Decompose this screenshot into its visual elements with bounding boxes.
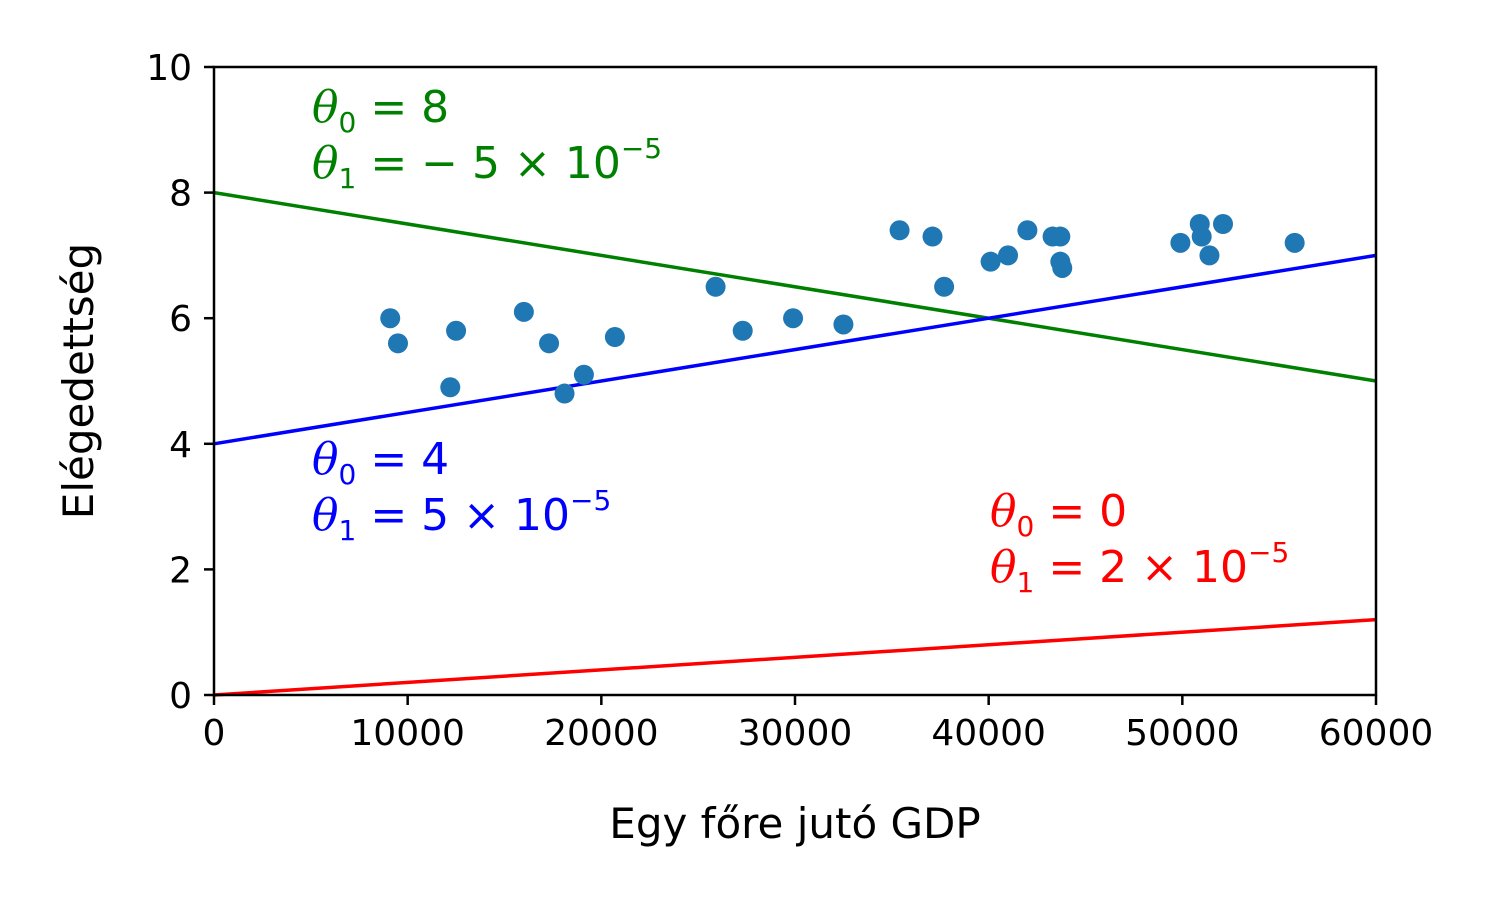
y-tick-label: 6 (169, 299, 192, 340)
data-point (539, 333, 560, 354)
annotation-blue-theta1: θ1 = 5 × 10−5 (312, 484, 611, 547)
annotation-green-theta1: θ1 = − 5 × 10−5 (312, 132, 662, 195)
data-point (387, 333, 408, 354)
data-point (604, 327, 625, 348)
data-point (922, 226, 943, 247)
data-point (513, 301, 534, 322)
x-tick-label: 60000 (1319, 713, 1434, 754)
y-axis-title: Elégedettség (54, 243, 103, 519)
data-point (1199, 245, 1220, 266)
data-point (1017, 220, 1038, 241)
annotation-red: θ0 = 0 θ1 = 2 × 10−5 (990, 486, 1289, 599)
x-tick-label: 20000 (544, 713, 659, 754)
data-point (1213, 214, 1234, 234)
fit-line-red (213, 617, 1377, 697)
x-tick-label: 50000 (1125, 713, 1240, 754)
x-axis-title: Egy főre jutó GDP (609, 799, 980, 848)
annotation-blue: θ0 = 4 θ1 = 5 × 10−5 (312, 434, 611, 547)
annotation-red-theta1: θ1 = 2 × 10−5 (990, 536, 1289, 599)
data-point (1050, 226, 1071, 247)
data-point (446, 320, 467, 341)
data-point (440, 377, 461, 398)
axis-ticks: 0 10000 20000 30000 40000 50000 60000 0 2 4 6 8 10 (146, 48, 1433, 754)
x-tick-label: 10000 (350, 713, 465, 754)
data-points (380, 214, 1305, 404)
fit-line-green (213, 190, 1377, 383)
y-tick-label: 4 (169, 425, 192, 466)
data-point (980, 251, 1001, 272)
x-tick-label: 40000 (931, 713, 1046, 754)
data-point (1170, 232, 1191, 253)
data-point (833, 314, 854, 335)
data-point (554, 383, 575, 404)
y-tick-label: 10 (146, 48, 192, 89)
data-point (889, 220, 910, 241)
data-point (1191, 226, 1212, 247)
data-point (705, 276, 726, 297)
data-point (573, 364, 594, 385)
data-point (998, 245, 1019, 266)
annotation-green: θ0 = 8 θ1 = − 5 × 10−5 (312, 82, 662, 195)
y-tick-label: 0 (169, 676, 192, 717)
y-tick-label: 2 (169, 550, 192, 591)
data-point (783, 308, 804, 329)
data-point (1284, 232, 1305, 253)
data-point (732, 320, 753, 341)
fit-line-blue (213, 253, 1377, 446)
y-tick-label: 8 (169, 174, 192, 215)
annotation-blue-theta0: θ0 = 4 (312, 434, 449, 491)
fit-lines (213, 190, 1377, 697)
data-point (934, 276, 955, 297)
annotation-red-theta0: θ0 = 0 (990, 486, 1127, 543)
x-tick-label: 30000 (738, 713, 853, 754)
data-point (1052, 257, 1073, 278)
annotation-green-theta0: θ0 = 8 (312, 82, 449, 139)
x-tick-label: 0 (203, 713, 226, 754)
data-point (380, 308, 401, 329)
